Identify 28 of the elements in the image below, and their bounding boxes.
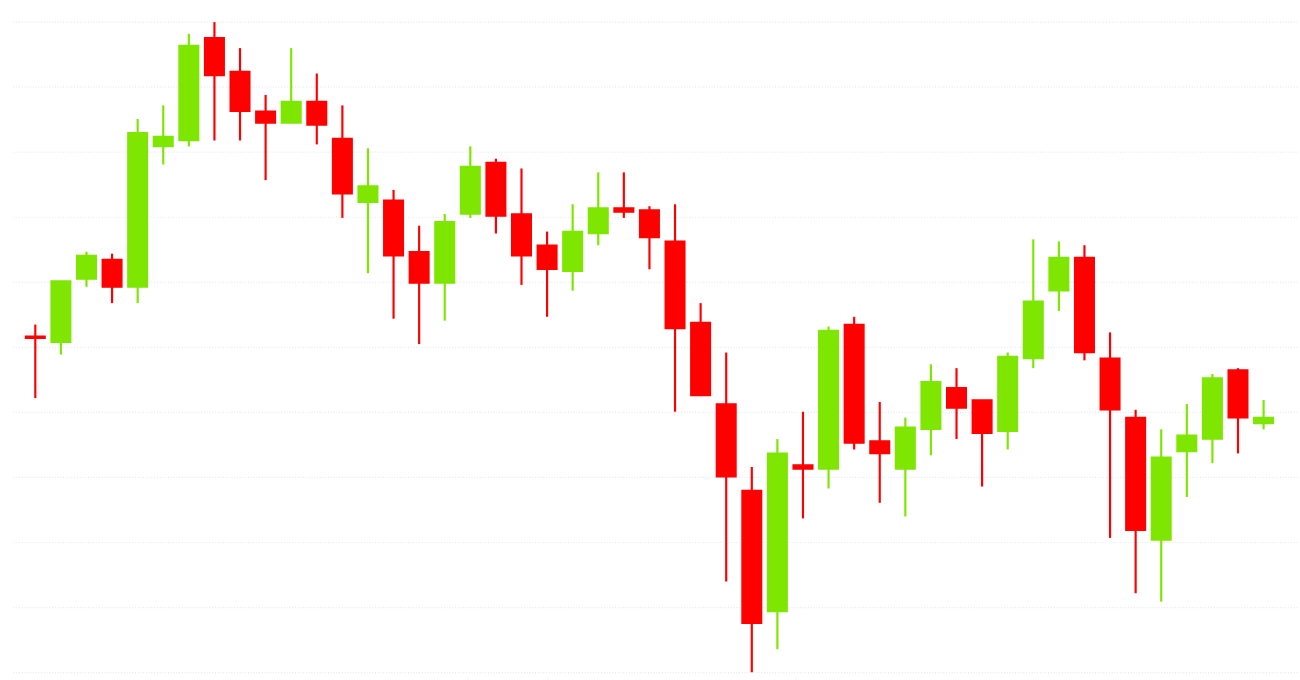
candlestick <box>357 147 379 275</box>
candlestick <box>945 367 968 441</box>
candlestick <box>24 323 46 400</box>
candlestick <box>536 230 558 319</box>
candlestick <box>101 253 123 305</box>
candlestick <box>306 72 328 146</box>
candlestick <box>255 94 277 182</box>
candlestick <box>587 171 609 247</box>
candlestick <box>869 401 891 505</box>
candlestick <box>75 251 97 289</box>
candlestick <box>920 363 942 457</box>
candlestick <box>1253 399 1275 431</box>
candlestick <box>894 416 916 518</box>
candlestick <box>638 205 660 271</box>
candlestick <box>613 171 635 220</box>
candlestick <box>152 104 174 167</box>
candlestick <box>562 203 584 293</box>
candlestick <box>510 167 533 287</box>
candlestick <box>408 225 430 346</box>
candlestick <box>1176 403 1198 499</box>
candlestick <box>792 411 814 520</box>
candlestick <box>971 399 993 489</box>
candlestick <box>280 47 302 125</box>
candlestick <box>229 47 251 142</box>
candlestick <box>1227 367 1249 455</box>
candlestick <box>1048 240 1070 313</box>
candlestick <box>203 21 225 142</box>
candlestick <box>459 145 481 220</box>
